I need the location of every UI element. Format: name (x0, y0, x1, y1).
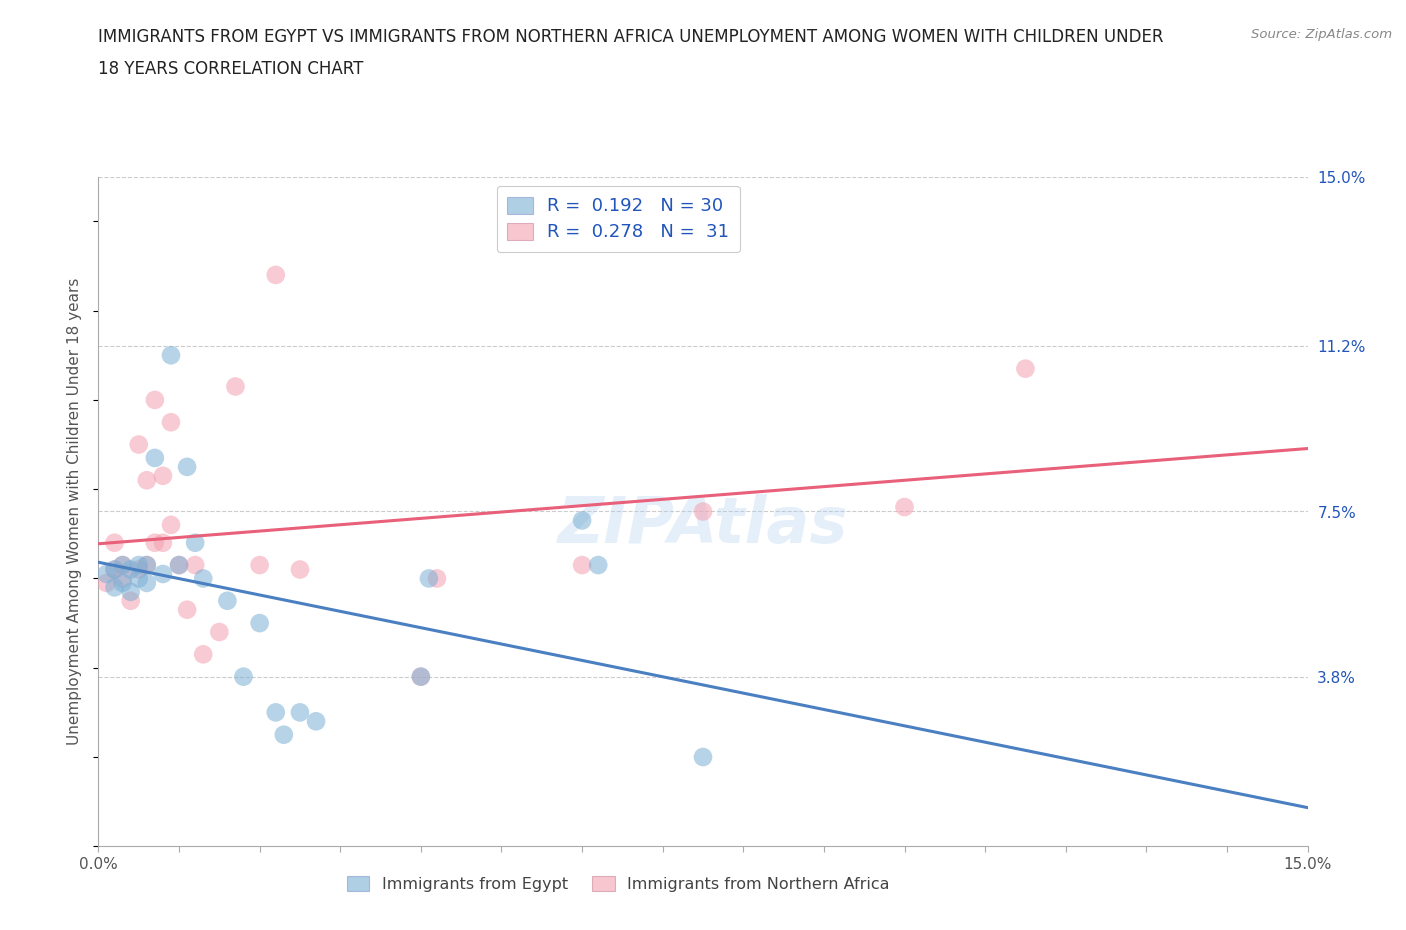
Point (418, 571, 440, 586)
Point (176, 603, 198, 618)
Point (288, 562, 311, 577)
Point (409, 670, 432, 684)
Point (217, 593, 239, 608)
Point (571, 513, 593, 528)
Point (273, 727, 295, 742)
Point (305, 714, 328, 729)
Point (128, 571, 150, 586)
Point (571, 558, 593, 573)
Point (692, 750, 714, 764)
Point (232, 670, 254, 684)
Point (193, 647, 215, 662)
Point (184, 558, 207, 573)
Point (111, 571, 134, 586)
Point (143, 536, 166, 551)
Point (249, 616, 271, 631)
Point (103, 562, 125, 577)
Point (103, 562, 125, 577)
Point (288, 705, 311, 720)
Point (586, 558, 609, 573)
Point (893, 499, 915, 514)
Point (193, 571, 215, 586)
Point (176, 459, 198, 474)
Point (167, 558, 190, 573)
Point (426, 571, 449, 586)
Legend: Immigrants from Egypt, Immigrants from Northern Africa: Immigrants from Egypt, Immigrants from N… (340, 870, 896, 898)
Point (264, 705, 287, 720)
Point (143, 450, 166, 465)
Y-axis label: Unemployment Among Women with Children Under 18 years: Unemployment Among Women with Children U… (67, 278, 83, 745)
Point (167, 558, 190, 573)
Point (96, 566, 118, 581)
Point (160, 415, 183, 430)
Point (143, 392, 166, 407)
Point (152, 566, 174, 581)
Point (128, 437, 150, 452)
Text: 18 YEARS CORRELATION CHART: 18 YEARS CORRELATION CHART (98, 60, 364, 78)
Point (135, 558, 157, 573)
Point (120, 584, 142, 599)
Point (184, 536, 207, 551)
Text: ZIPAtlas: ZIPAtlas (558, 494, 848, 556)
Point (111, 558, 134, 573)
Point (152, 469, 174, 484)
Text: Source: ZipAtlas.com: Source: ZipAtlas.com (1251, 28, 1392, 41)
Text: IMMIGRANTS FROM EGYPT VS IMMIGRANTS FROM NORTHERN AFRICA UNEMPLOYMENT AMONG WOME: IMMIGRANTS FROM EGYPT VS IMMIGRANTS FROM… (98, 28, 1164, 46)
Point (249, 558, 271, 573)
Point (135, 576, 157, 591)
Point (111, 576, 134, 591)
Point (409, 670, 432, 684)
Point (120, 562, 142, 577)
Point (160, 517, 183, 532)
Point (128, 558, 150, 573)
Point (224, 379, 246, 394)
Point (96, 576, 118, 591)
Point (103, 536, 125, 551)
Point (111, 558, 134, 573)
Point (103, 580, 125, 595)
Point (128, 562, 150, 577)
Point (1014, 361, 1036, 376)
Point (692, 504, 714, 519)
Point (208, 625, 231, 640)
Point (264, 268, 287, 283)
Point (135, 472, 157, 487)
Point (152, 536, 174, 551)
Point (135, 558, 157, 573)
Point (120, 593, 142, 608)
Point (160, 348, 183, 363)
